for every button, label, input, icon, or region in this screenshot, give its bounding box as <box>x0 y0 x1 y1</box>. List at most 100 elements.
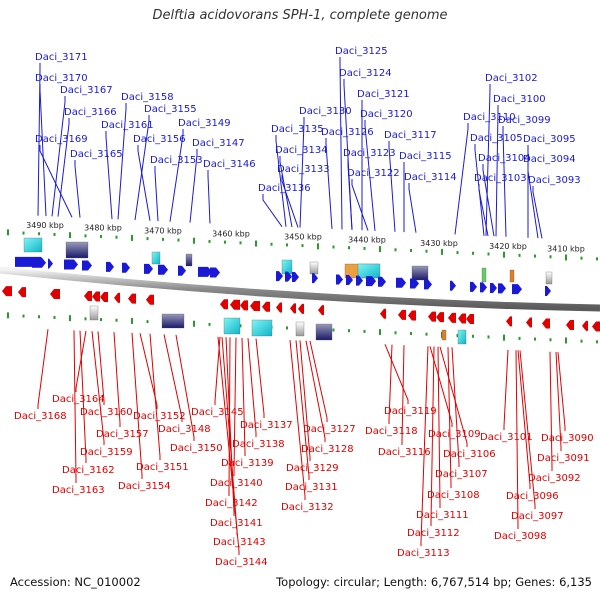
gene-label-top: Daci_3102 <box>485 73 538 84</box>
gene-arrow-bottom <box>100 292 108 302</box>
leader-line <box>149 333 161 460</box>
gene-arrow-bottom <box>220 299 228 310</box>
leader-line <box>364 120 376 231</box>
scale-tick <box>22 314 25 318</box>
scale-tick <box>348 246 350 250</box>
leader-line <box>214 336 221 405</box>
scale-tick <box>410 331 412 335</box>
scale-tick <box>348 329 350 333</box>
gene-label-bottom: Daci_3152 <box>133 411 186 422</box>
gene-label-top: Daci_3094 <box>523 154 576 165</box>
gene-arrow-bottom <box>542 318 550 329</box>
scale-tick <box>379 329 381 336</box>
leader-line <box>74 160 81 218</box>
leader-line <box>137 145 151 221</box>
gene-arrow-bottom <box>582 320 588 331</box>
gene-label-bottom: Daci_3097 <box>511 511 564 522</box>
gene-arrow-top <box>490 282 497 293</box>
gene-label-top: Daci_3130 <box>299 106 352 117</box>
gene-arrow-top <box>396 277 406 288</box>
gene-arrow-top <box>512 284 522 295</box>
leader-line <box>408 183 417 233</box>
scale-tick <box>363 246 366 250</box>
scale-label: 3410 kbp <box>547 244 585 253</box>
leader-line <box>247 338 257 437</box>
gene-arrow-top <box>106 261 114 272</box>
scale-tick <box>162 237 164 241</box>
gene-label-bottom: Daci_3119 <box>384 406 437 417</box>
scale-tick <box>100 318 102 322</box>
leader-line <box>519 350 536 509</box>
scale-tick <box>131 317 133 324</box>
gene-arrow-bottom <box>18 287 26 298</box>
scale-tick <box>534 337 536 341</box>
scale-label: 3440 kbp <box>348 236 386 245</box>
gene-arrow-top <box>158 264 168 275</box>
scale-tick <box>115 318 118 322</box>
gene-label-top: Daci_3125 <box>335 46 388 57</box>
gene-label-top: Daci_3146 <box>203 159 256 170</box>
gene-label-top: Daci_3104 <box>478 153 531 164</box>
leader-line <box>429 346 453 427</box>
scale-tick <box>69 232 71 239</box>
gene-arrow-top <box>410 278 419 289</box>
leader-line <box>189 149 198 223</box>
gene-label-bottom: Daci_3096 <box>506 491 559 502</box>
leader-line <box>555 351 562 451</box>
leader-line <box>73 330 77 483</box>
scale-tick <box>441 248 443 255</box>
gene-arrow-top <box>82 260 92 271</box>
gene-label-bottom: Daci_3118 <box>365 426 418 437</box>
leader-line <box>39 145 73 218</box>
scale-tick <box>146 320 149 324</box>
feature-block <box>441 329 447 341</box>
gene-label-bottom: Daci_3111 <box>416 510 469 521</box>
genome-backbone <box>0 266 600 312</box>
gene-arrow-top <box>470 281 477 292</box>
gene-label-top: Daci_3134 <box>275 145 328 156</box>
scale-tick <box>224 240 226 244</box>
gene-label-bottom: Daci_3150 <box>170 443 223 454</box>
gene-label-top: Daci_3105 <box>470 133 523 144</box>
leader-line <box>485 84 491 236</box>
gene-label-top: Daci_3170 <box>35 73 88 84</box>
feature-block <box>65 241 89 259</box>
leader-line <box>305 340 326 442</box>
leader-line <box>91 331 105 445</box>
leader-line <box>454 123 469 235</box>
scale-tick <box>115 235 118 239</box>
scale-tick <box>363 329 366 333</box>
scale-tick <box>7 312 9 319</box>
leader-line <box>515 350 519 529</box>
gene-label-bottom: Daci_3107 <box>435 469 488 480</box>
scale-tick <box>472 251 474 255</box>
scale-tick <box>255 240 257 247</box>
gene-label-top: Daci_3169 <box>35 134 88 145</box>
gene-label-top: Daci_3115 <box>399 151 452 162</box>
feature-block <box>315 323 333 341</box>
gene-label-bottom: Daci_3091 <box>537 453 590 464</box>
scale-tick <box>84 317 87 321</box>
scale-tick <box>69 315 71 322</box>
scale-tick <box>549 338 552 342</box>
gene-label-bottom: Daci_3131 <box>285 482 338 493</box>
leader-line <box>262 194 283 227</box>
gene-label-bottom: Daci_3144 <box>215 557 268 568</box>
gene-arrow-top <box>366 276 376 287</box>
scale-label: 3420 kbp <box>489 242 527 251</box>
gene-label-bottom: Daci_3148 <box>158 424 211 435</box>
leader-line <box>79 330 87 463</box>
gene-arrow-top <box>312 273 318 284</box>
gene-label-top: Daci_3156 <box>133 134 186 145</box>
leader-line <box>154 166 159 222</box>
gene-label-top: Daci_3122 <box>347 168 400 179</box>
leader-line <box>163 334 183 422</box>
gene-arrow-top <box>198 266 212 277</box>
feature-block <box>223 317 241 335</box>
scale-tick <box>208 239 211 243</box>
scale-tick <box>472 334 474 338</box>
gene-label-top: Daci_3133 <box>277 164 330 175</box>
gene-label-bottom: Daci_3164 <box>52 394 105 405</box>
feature-block <box>161 313 185 329</box>
scale-tick <box>456 251 459 255</box>
